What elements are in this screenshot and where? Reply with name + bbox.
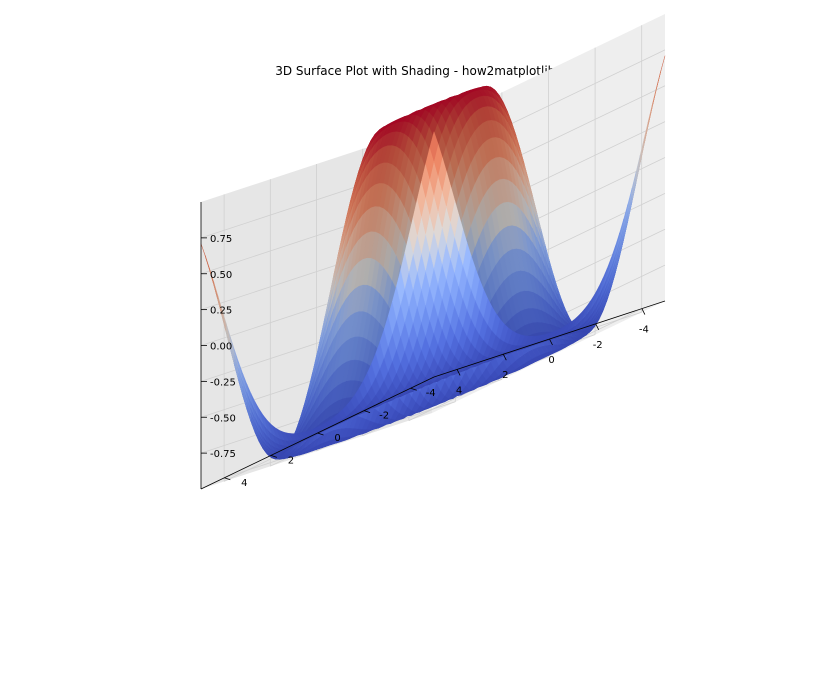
x-tick-label: 2 (502, 370, 508, 381)
y-tick-label: -4 (426, 388, 436, 399)
y-tick-label: 0 (334, 433, 340, 444)
y-tick-label: -2 (379, 411, 389, 422)
surface-facet (429, 131, 439, 162)
axis-lines (200, 202, 666, 490)
x-tick-label: 4 (456, 385, 462, 396)
x-tick-label: 0 (548, 355, 554, 366)
z-tick-label: -0.75 (210, 449, 236, 460)
z-tick-label: 0.00 (210, 342, 232, 353)
x-tick-label: -2 (593, 340, 603, 351)
y-tick-label: 2 (288, 455, 294, 466)
y-tick-label: 4 (241, 478, 247, 489)
x-tick-label: -4 (639, 325, 649, 336)
z-tick-label: -0.50 (210, 413, 236, 424)
z-tick-label: 0.25 (210, 306, 232, 317)
z-tick-label: 0.50 (210, 270, 232, 281)
tick-labels: -4 -2 0 2 4 -4 -2 0 2 4 -0.75 -0.50 -0.25 0.00 0.25 0.5… (210, 234, 649, 489)
z-tick-label: -0.25 (210, 377, 236, 388)
z-tick-label: 0.75 (210, 234, 232, 245)
surface-mesh (200, 55, 666, 460)
chart-title: 3D Surface Plot with Shading - how2matpl… (275, 64, 585, 78)
